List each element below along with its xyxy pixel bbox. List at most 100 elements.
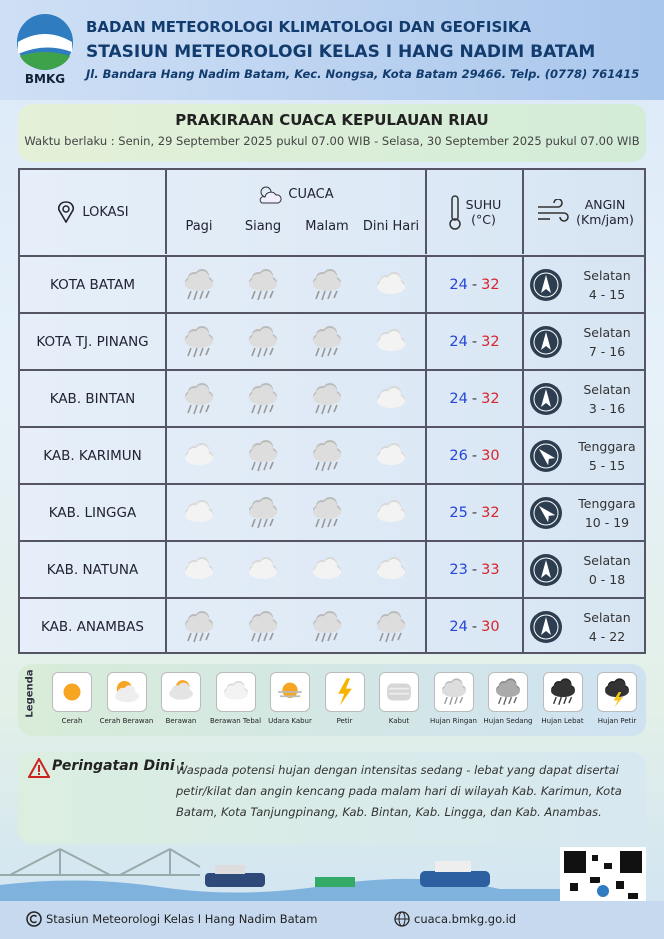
legend-title: Legenda (24, 669, 36, 718)
legend-label: Hujan Lebat (541, 717, 584, 725)
table-rule (20, 483, 644, 485)
wind: Selatan 0 - 18 (568, 542, 646, 597)
table-rule (165, 426, 167, 483)
temp-max: 32 (481, 504, 500, 521)
temp-separator: - (471, 618, 478, 635)
address: Jl. Bandara Hang Nadim Batam, Kec. Nongs… (86, 67, 640, 81)
header-text: ANGIN (584, 197, 626, 212)
table-rule (20, 255, 644, 257)
period-header: Siang (244, 218, 282, 234)
temp-separator: - (471, 333, 478, 350)
header-text: SUHU (°C) (466, 197, 502, 227)
wind-speed: 5 - 15 (588, 457, 626, 473)
wind-compass (524, 257, 568, 312)
weather-icon (231, 371, 295, 426)
logo: BMKG (17, 14, 73, 86)
wind: Selatan 4 - 15 (568, 257, 646, 312)
period-header: Dini Hari (362, 218, 420, 234)
temp-max: 30 (481, 618, 500, 635)
legend-icon (488, 672, 528, 712)
table-rule (522, 426, 524, 483)
legend-label: Hujan Sedang (483, 717, 533, 725)
title-box (18, 104, 646, 162)
temp-min: 23 (449, 561, 468, 578)
temp-separator: - (471, 504, 478, 521)
weather-icon (295, 599, 359, 654)
temp-separator: - (471, 561, 478, 578)
wind-compass (524, 485, 568, 540)
legend-label: Udara Kabur (268, 717, 312, 725)
weather-icon (295, 542, 359, 597)
temp-separator: - (471, 390, 478, 407)
table-rule (522, 540, 524, 597)
agency: BADAN METEOROLOGI KLIMATOLOGI DAN GEOFIS… (86, 18, 532, 36)
temperature: 24-32 (427, 314, 522, 369)
temperature: 24-32 (427, 257, 522, 312)
wind-speed: 3 - 16 (588, 400, 626, 416)
table-rule (165, 170, 167, 254)
location: KOTA BATAM (50, 276, 135, 293)
header-text: SUHU (465, 197, 502, 212)
weather-icon (231, 485, 295, 540)
location: KOTA TJ. PINANG (36, 333, 149, 350)
temp-separator: - (471, 447, 478, 464)
table-rule (165, 369, 167, 426)
scenery (0, 848, 560, 901)
wind: Tenggara 10 - 19 (568, 485, 646, 540)
location: KAB. NATUNA (46, 561, 139, 578)
location: KAB. KARIMUN (43, 447, 142, 464)
location: KAB. LINGGA (48, 504, 137, 521)
location-header: LOKASI (20, 170, 165, 254)
legend-label: Cerah (61, 717, 83, 725)
wind-direction: Selatan (583, 267, 631, 283)
copyright-icon (26, 911, 42, 927)
weather-icon (359, 257, 423, 312)
wind-direction: Tenggara (578, 495, 636, 511)
table-rule (165, 483, 167, 540)
table-rule (20, 540, 644, 542)
weather-icon (295, 485, 359, 540)
wind-direction: Selatan (583, 609, 631, 625)
weather-header: CUACA (165, 182, 425, 206)
wind-direction: Tenggara (578, 438, 636, 454)
temperature: 23-33 (427, 542, 522, 597)
weather-icon (167, 485, 231, 540)
period-header: Pagi (185, 218, 213, 234)
legend-icon (52, 672, 92, 712)
table-rule (522, 483, 524, 540)
wind-speed: 4 - 15 (588, 286, 626, 302)
table-rule (165, 255, 167, 312)
wind-speed: 0 - 18 (588, 571, 626, 587)
wind-speed: 7 - 16 (588, 343, 626, 359)
table-rule (425, 255, 427, 312)
weather-icon (359, 542, 423, 597)
temp-min: 24 (449, 276, 468, 293)
table-rule (165, 597, 167, 654)
legend-icon (597, 672, 637, 712)
temp-separator: - (471, 276, 478, 293)
wind-compass (524, 428, 568, 483)
temp-max: 32 (481, 390, 500, 407)
warning-icon (28, 758, 50, 778)
temp-max: 30 (481, 447, 500, 464)
header-text: CUACA (288, 186, 334, 202)
wind-compass (524, 371, 568, 426)
wind: Tenggara 5 - 15 (568, 428, 646, 483)
table-rule (425, 540, 427, 597)
legend-icon (106, 672, 147, 712)
table-rule (425, 170, 427, 254)
temp-max: 33 (481, 561, 500, 578)
weather-icon (359, 599, 423, 654)
table-rule (425, 312, 427, 369)
table-rule (165, 540, 167, 597)
legend-icon (215, 672, 256, 712)
wind-compass (524, 314, 568, 369)
wind-direction: Selatan (583, 552, 631, 568)
temperature-header: SUHU (°C) (427, 184, 522, 240)
weather-icon (167, 428, 231, 483)
weather-icon (167, 257, 231, 312)
wind: Selatan 3 - 16 (568, 371, 646, 426)
wind: Selatan 4 - 22 (568, 599, 646, 654)
table-rule (20, 597, 644, 599)
